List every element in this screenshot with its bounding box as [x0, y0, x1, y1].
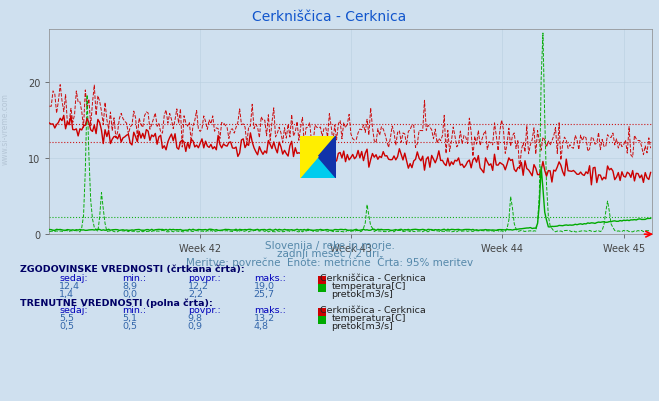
Text: Slovenija / reke in morje.: Slovenija / reke in morje. [264, 241, 395, 251]
Text: temperatura[C]: temperatura[C] [331, 282, 406, 290]
Text: zadnji mesec / 2 uri.: zadnji mesec / 2 uri. [277, 248, 382, 258]
Text: 0,9: 0,9 [188, 322, 203, 330]
Text: TRENUTNE VREDNOSTI (polna črta):: TRENUTNE VREDNOSTI (polna črta): [20, 298, 212, 307]
Text: 0,5: 0,5 [122, 322, 137, 330]
Text: 0,0: 0,0 [122, 289, 137, 298]
Text: ZGODOVINSKE VREDNOSTI (črtkana črta):: ZGODOVINSKE VREDNOSTI (črtkana črta): [20, 265, 244, 273]
Text: Cerkniščica - Cerknica: Cerkniščica - Cerknica [320, 273, 425, 282]
Polygon shape [318, 136, 336, 178]
Text: 12,4: 12,4 [59, 282, 80, 290]
Text: 1,4: 1,4 [59, 289, 74, 298]
Text: povpr.:: povpr.: [188, 306, 221, 314]
Text: Cerkniščica - Cerknica: Cerkniščica - Cerknica [320, 306, 425, 314]
Text: 25,7: 25,7 [254, 289, 275, 298]
Text: sedaj:: sedaj: [59, 306, 88, 314]
Text: www.si-vreme.com: www.si-vreme.com [1, 93, 10, 164]
Text: temperatura[C]: temperatura[C] [331, 314, 406, 322]
Text: 9,8: 9,8 [188, 314, 203, 322]
Polygon shape [300, 136, 318, 178]
Text: min.:: min.: [122, 273, 146, 282]
Text: maks.:: maks.: [254, 273, 285, 282]
Text: 19,0: 19,0 [254, 282, 275, 290]
Text: pretok[m3/s]: pretok[m3/s] [331, 322, 393, 330]
Text: 12,2: 12,2 [188, 282, 209, 290]
Text: povpr.:: povpr.: [188, 273, 221, 282]
Text: 2,2: 2,2 [188, 289, 203, 298]
Text: 8,9: 8,9 [122, 282, 137, 290]
Polygon shape [300, 136, 336, 178]
Text: 5,5: 5,5 [59, 314, 74, 322]
Text: Meritve: povrečne  Enote: metrične  Črta: 95% meritev: Meritve: povrečne Enote: metrične Črta: … [186, 256, 473, 268]
Text: maks.:: maks.: [254, 306, 285, 314]
Text: pretok[m3/s]: pretok[m3/s] [331, 289, 393, 298]
Text: 13,2: 13,2 [254, 314, 275, 322]
Text: 4,8: 4,8 [254, 322, 269, 330]
Text: min.:: min.: [122, 306, 146, 314]
Text: sedaj:: sedaj: [59, 273, 88, 282]
Text: 0,5: 0,5 [59, 322, 74, 330]
Text: 5,1: 5,1 [122, 314, 137, 322]
Text: Cerkniščica - Cerknica: Cerkniščica - Cerknica [252, 10, 407, 24]
